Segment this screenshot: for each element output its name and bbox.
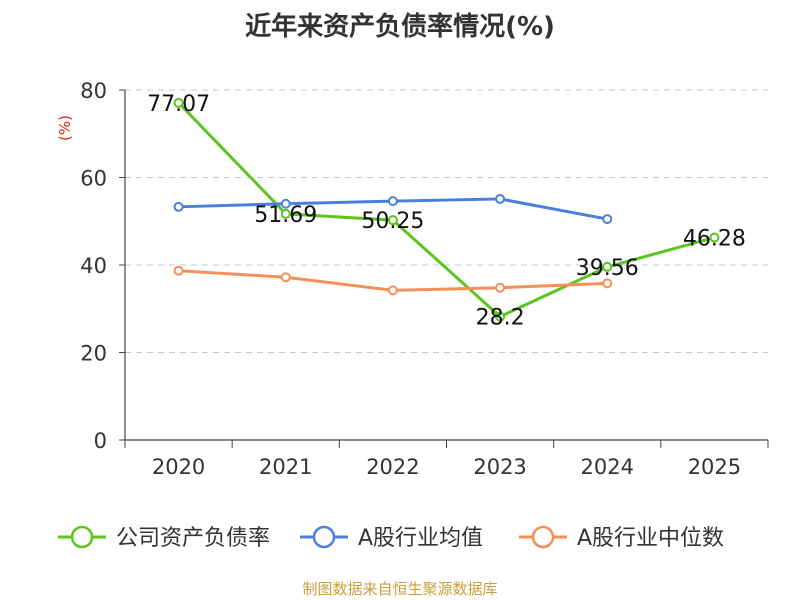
data-point [280, 272, 291, 283]
x-tick-label: 2024 [581, 455, 634, 479]
y-tick-label: 80 [80, 79, 107, 103]
grid-lines [125, 89, 768, 353]
x-tick-label: 2020 [152, 455, 205, 479]
data-label: 51.69 [254, 203, 317, 228]
chart-title: 近年来资产负债率情况(%) [245, 12, 555, 42]
y-tick-label: 40 [80, 254, 107, 278]
data-label: 46.28 [683, 227, 746, 252]
legend-marker [531, 525, 555, 549]
data-label: 50.25 [361, 209, 424, 234]
y-tick-label: 20 [80, 342, 107, 366]
data-point [387, 196, 398, 207]
data-point [709, 232, 720, 243]
legend-marker [312, 525, 336, 549]
data-point [602, 214, 613, 225]
data-point [495, 193, 506, 204]
data-label: 39.56 [576, 256, 639, 281]
data-point [495, 311, 506, 322]
data-point [495, 282, 506, 293]
axes: 0 20 40 60 80 2020 2021 2022 2023 2024 2025 (%) [56, 79, 769, 479]
legend-label: A股行业中位数 [577, 526, 724, 551]
data-labels: 77.07 51.69 50.25 28.2 39.56 46.28 [147, 92, 746, 331]
y-tick-label: 60 [80, 167, 107, 191]
x-tick-label: 2022 [366, 455, 419, 479]
data-point [387, 215, 398, 226]
series-line-0 [177, 101, 715, 319]
y-tick-label: 0 [94, 429, 107, 453]
series-lines [173, 97, 720, 322]
data-point [173, 97, 184, 108]
x-tick-label: 2021 [259, 455, 312, 479]
data-label: 28.2 [476, 306, 525, 331]
source-note: 制图数据来自恒生聚源数据库 [302, 580, 498, 598]
x-tick-label: 2023 [473, 455, 526, 479]
data-point [280, 198, 291, 209]
data-label: 77.07 [147, 92, 210, 117]
data-point [280, 208, 291, 219]
legend-label: 公司资产负债率 [116, 526, 270, 551]
legend: 公司资产负债率 A股行业均值 A股行业中位数 [58, 525, 724, 551]
data-point [173, 201, 184, 212]
x-tick-label: 2025 [688, 455, 741, 479]
data-point [387, 285, 398, 296]
legend-label: A股行业均值 [358, 526, 483, 551]
y-axis-label: (%) [56, 115, 74, 141]
data-point [602, 261, 613, 272]
legend-marker [70, 525, 94, 549]
data-point [602, 278, 613, 289]
data-point [173, 265, 184, 276]
